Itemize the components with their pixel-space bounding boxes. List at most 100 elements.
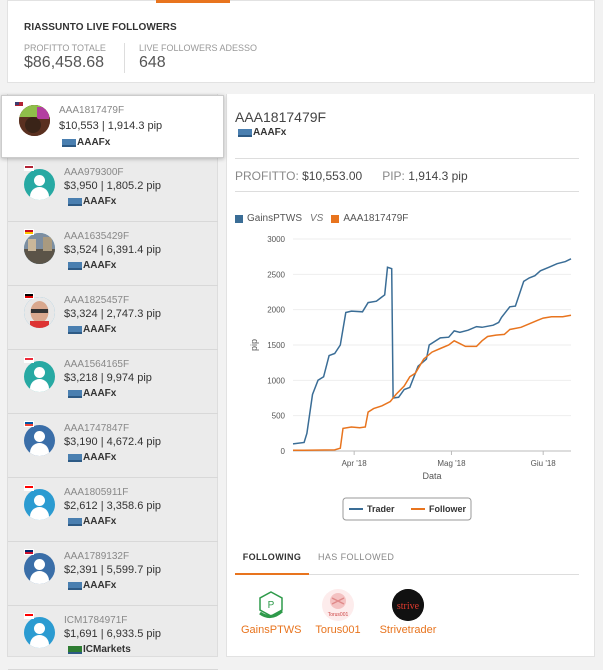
flag-icon: [24, 357, 34, 363]
follower-id: AAA1747847F: [64, 423, 130, 434]
following-tabs: FOLLOWING HAS FOLLOWED: [235, 549, 579, 575]
legend-label: Follower: [429, 504, 466, 514]
follower-detail-panel: AAA1817479F AAAFx PROFITTO: $10,553.00 P…: [226, 94, 595, 657]
detail-broker-name: AAAFx: [253, 127, 287, 138]
follower-id: AAA1805911F: [64, 487, 129, 498]
broker-icon: [68, 645, 82, 654]
avatar: [24, 233, 55, 264]
follower-list-item[interactable]: AAA979300F $3,950 | 1,805.2 pip AAAFx: [8, 158, 218, 222]
avatar: [24, 297, 55, 328]
follower-list-item[interactable]: AAA1825457F $3,324 | 2,747.3 pip AAAFx: [8, 286, 218, 350]
avatar-photo-icon: [19, 105, 50, 136]
y-tick-label: 1500: [267, 341, 285, 350]
summary-panel: RIASSUNTO LIVE FOLLOWERS PROFITTO TOTALE…: [7, 0, 595, 83]
y-tick-label: 3000: [267, 235, 285, 244]
pip-label: PIP:: [382, 169, 405, 183]
follower-id: AAA1825457F: [64, 295, 130, 306]
broker-icon: [62, 138, 76, 147]
followers-list[interactable]: AAA979300F $3,950 | 1,805.2 pip AAAFx AAA16…: [7, 94, 218, 670]
summary-title: RIASSUNTO LIVE FOLLOWERS: [24, 22, 177, 33]
live-followers-stat: LIVE FOLLOWERS ADESSO 648: [124, 43, 257, 73]
y-tick-label: 1000: [267, 376, 285, 385]
broker-name: ICMarkets: [83, 644, 131, 655]
broker-name: AAAFx: [83, 196, 117, 207]
broker-icon: [68, 581, 82, 590]
flag-icon: [24, 229, 34, 235]
avatar: [24, 489, 55, 520]
pip-value: 1,914.3 pip: [408, 169, 468, 183]
flag-icon: [24, 485, 34, 491]
following-item-torus001[interactable]: Torus001 Torus001: [311, 589, 365, 636]
follower-list-item[interactable]: AAA1747847F $3,190 | 4,672.4 pip AAAFx: [8, 414, 218, 478]
series-line-follower: [292, 314, 572, 452]
follower-stats: $10,553 | 1,914.3 pip: [59, 120, 163, 132]
broker-logo: AAAFx: [68, 388, 116, 399]
following-item-strivetrader[interactable]: strive Strivetrader: [375, 589, 441, 636]
broker-logo: AAAFx: [68, 580, 116, 591]
follower-id: AAA979300F: [64, 167, 124, 178]
y-tick-label: 2500: [267, 270, 285, 279]
following-item-gainsptws[interactable]: P GainsPTWS: [241, 589, 302, 636]
tab-has-followed[interactable]: HAS FOLLOWED: [318, 552, 395, 562]
avatar: [24, 553, 55, 584]
follower-stats: $2,612 | 3,358.6 pip: [64, 500, 162, 512]
flag-icon: [24, 421, 34, 427]
pip-chart: 0 500 1000 1500 2000 2500 3000 Apr '18 Mag '18 Gi…: [249, 235, 572, 521]
broker-name: AAAFx: [83, 324, 117, 335]
follower-list-item[interactable]: AAA1564165F $3,218 | 9,974 pip AAAFx: [8, 350, 218, 414]
torus001-logo-icon: Torus001: [322, 589, 354, 621]
follower-stats: $2,391 | 5,599.7 pip: [64, 564, 162, 576]
tab-following[interactable]: FOLLOWING: [235, 552, 309, 575]
broker-name: AAAFx: [83, 516, 117, 527]
broker-logo: ICMarkets: [68, 644, 131, 655]
comparison-legend: GainsPTWS VS AAA1817479F: [235, 213, 408, 224]
follower-stats: $3,190 | 4,672.4 pip: [64, 436, 162, 448]
svg-text:P: P: [268, 600, 275, 611]
follower-list-item[interactable]: ICM1784971F $1,691 | 6,933.5 pip ICMarkets: [8, 606, 218, 670]
following-name: Strivetrader: [379, 624, 437, 636]
profit-label: PROFITTO:: [235, 169, 299, 183]
trader-swatch: [235, 214, 243, 223]
follower-name: AAA1817479F: [343, 213, 409, 224]
follower-list-item[interactable]: AAA1805911F $2,612 | 3,358.6 pip AAAFx: [8, 478, 218, 542]
broker-icon: [68, 261, 82, 270]
follower-stats: $3,218 | 9,974 pip: [64, 372, 152, 384]
broker-logo: AAAFx: [68, 516, 116, 527]
broker-icon: [68, 325, 82, 334]
broker-icon: [68, 517, 82, 526]
follower-list-item[interactable]: AAA1635429F $3,524 | 6,391.4 pip AAAFx: [8, 222, 218, 286]
detail-broker-logo: AAAFx: [238, 127, 286, 138]
broker-icon: [238, 128, 252, 137]
follower-list-item[interactable]: AAA1789132F $2,391 | 5,599.7 pip AAAFx: [8, 542, 218, 606]
accent-bar: [156, 0, 230, 3]
follower-swatch: [331, 214, 340, 223]
y-tick-label: 2000: [267, 306, 285, 315]
avatar: [24, 425, 55, 456]
selected-follower-card[interactable]: AAA1817479F $10,553 | 1,914.3 pip AAAFx: [1, 95, 224, 158]
following-name: GainsPTWS: [241, 624, 302, 636]
flag-icon: [24, 549, 34, 555]
flag-icon: [24, 613, 34, 619]
divider: [235, 158, 579, 159]
follower-id: AAA1817479F: [59, 105, 125, 116]
follower-stats: $1,691 | 6,933.5 pip: [64, 628, 162, 640]
broker-logo: AAAFx: [68, 324, 116, 335]
broker-logo: AAAFx: [62, 137, 110, 148]
x-tick-label: Mag '18: [437, 459, 466, 468]
detail-title: AAA1817479F: [235, 109, 327, 125]
gainsptws-logo-icon: P: [255, 589, 287, 621]
x-axis-label: Data: [422, 471, 441, 481]
broker-logo: AAAFx: [68, 452, 116, 463]
strivetrader-logo-icon: strive: [392, 589, 424, 621]
broker-name: AAAFx: [77, 137, 111, 148]
broker-name: AAAFx: [83, 580, 117, 591]
follower-stats: $3,324 | 2,747.3 pip: [64, 308, 162, 320]
broker-logo: AAAFx: [68, 260, 116, 271]
trader-name: GainsPTWS: [247, 213, 303, 224]
broker-icon: [68, 389, 82, 398]
broker-name: AAAFx: [83, 260, 117, 271]
legend-label: Trader: [367, 504, 395, 514]
profit-line: PROFITTO: $10,553.00 PIP: 1,914.3 pip: [235, 169, 468, 183]
broker-logo: AAAFx: [68, 196, 116, 207]
follower-id: AAA1564165F: [64, 359, 130, 370]
